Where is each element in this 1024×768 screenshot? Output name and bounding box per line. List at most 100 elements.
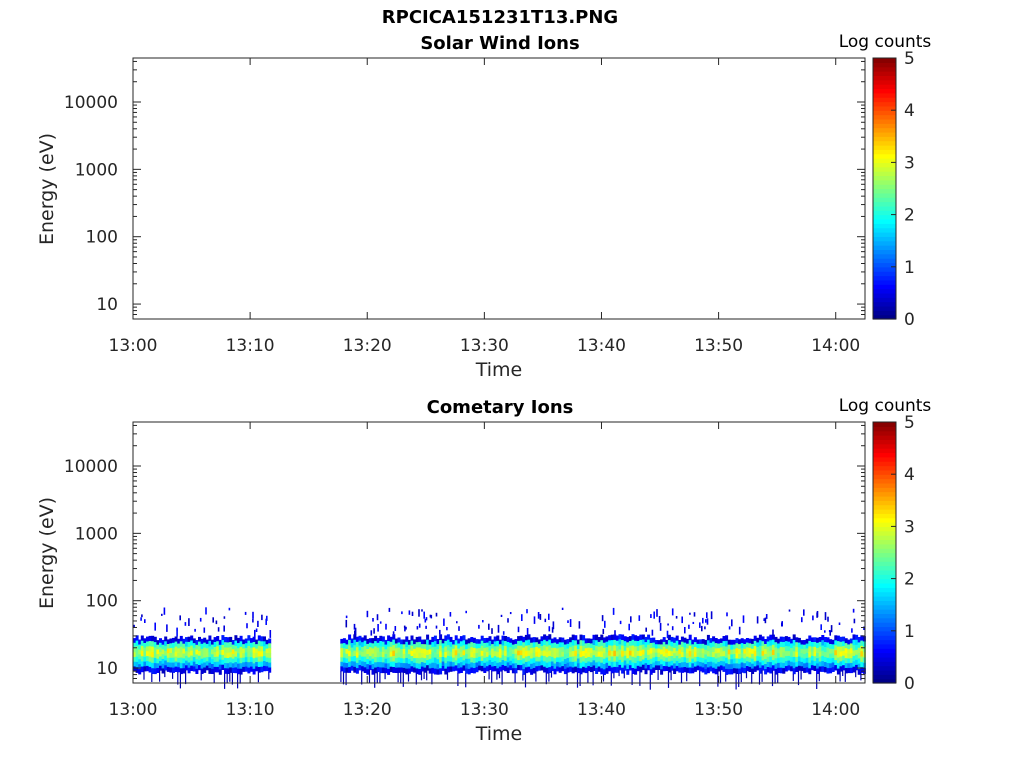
heatmap-cell [239, 657, 243, 664]
heatmap-cell [605, 657, 609, 664]
heatmap-speck [354, 627, 357, 636]
heatmap-cell [670, 646, 674, 652]
heatmap-cell [465, 673, 467, 688]
heatmap-cell [584, 653, 588, 659]
heatmap-cell [592, 645, 596, 651]
heatmap-speck [765, 614, 768, 619]
heatmap-cell [579, 640, 583, 647]
heatmap-cell [849, 658, 853, 664]
heatmap-cell [387, 646, 391, 653]
heatmap-cell [818, 641, 822, 648]
heatmap-cell [244, 661, 248, 667]
heatmap-cell [753, 640, 757, 647]
heatmap-cell [522, 669, 526, 675]
heatmap-cell [647, 639, 651, 646]
heatmap-cell [610, 656, 614, 663]
heatmap-cell [428, 668, 432, 674]
heatmap-cell [374, 646, 378, 653]
heatmap-cell [211, 639, 214, 645]
heatmap-cell [379, 662, 383, 668]
heatmap-cell [602, 669, 606, 675]
heatmap-speck [411, 611, 414, 616]
heatmap-speck [497, 624, 500, 633]
heatmap-cell [709, 661, 713, 667]
heatmap-cell [146, 646, 149, 652]
heatmap-cell [475, 667, 479, 673]
heatmap-cell [470, 637, 474, 643]
heatmap-cell [602, 658, 606, 665]
heatmap-cell [626, 669, 630, 675]
heatmap-cell [415, 657, 419, 664]
colorbar-swatch [873, 249, 896, 255]
heatmap-speck [439, 629, 441, 635]
heatmap-cell [641, 664, 645, 671]
heatmap-cell [748, 657, 752, 663]
heatmap-speck [376, 614, 379, 621]
heatmap-cell [452, 653, 456, 658]
heatmap-cell [446, 639, 450, 646]
heatmap-cell [821, 645, 825, 652]
heatmap-cell [263, 651, 266, 657]
colorbar-swatch [873, 271, 896, 277]
heatmap-speck [394, 626, 397, 631]
heatmap-cell [800, 653, 804, 658]
heatmap-cell [826, 642, 830, 648]
heatmap-cell [488, 669, 490, 680]
heatmap-cell [355, 641, 359, 648]
heatmap-cell [498, 648, 502, 654]
x-tick-label: 13:40 [577, 336, 626, 356]
colorbar-swatch [873, 149, 896, 155]
heatmap-cell [146, 641, 149, 647]
heatmap-cell [831, 662, 835, 668]
heatmap-cell [413, 653, 417, 659]
heatmap-cell [535, 651, 539, 657]
heatmap-cell [478, 648, 482, 653]
heatmap-cell [363, 661, 367, 668]
heatmap-cell [803, 663, 807, 669]
heatmap-cell [813, 656, 817, 662]
heatmap-cell [771, 644, 775, 651]
colorbar-swatch [873, 561, 896, 567]
heatmap-cell [265, 644, 269, 649]
heatmap-cell [535, 661, 539, 667]
heatmap-cell [753, 635, 757, 642]
heatmap-cell [449, 646, 453, 653]
heatmap-cell [756, 651, 760, 657]
heatmap-cell [592, 639, 596, 646]
heatmap-cell [192, 652, 196, 658]
heatmap-cell [730, 664, 734, 670]
heatmap-cell [764, 639, 768, 645]
heatmap-cell [169, 643, 173, 649]
heatmap-cell [639, 639, 643, 646]
heatmap-speck [500, 614, 503, 617]
heatmap-cell [522, 647, 526, 654]
heatmap-cell [571, 651, 575, 657]
heatmap-speck [838, 622, 841, 625]
heatmap-cell [634, 652, 638, 658]
heatmap-cell [527, 639, 531, 646]
heatmap-cell [224, 673, 226, 689]
heatmap-cell [803, 658, 807, 664]
heatmap-speck [488, 623, 490, 630]
heatmap-cell [574, 650, 578, 657]
colorbar-swatch [873, 582, 896, 588]
heatmap-cell [519, 660, 523, 666]
heatmap-cell [618, 654, 622, 661]
heatmap-cell [407, 668, 411, 674]
heatmap-cell [678, 644, 682, 650]
heatmap-cell [714, 648, 718, 654]
heatmap-cell [774, 647, 778, 654]
heatmap-cell [174, 651, 178, 657]
heatmap-cell [842, 665, 846, 671]
heatmap-cell [517, 636, 521, 642]
heatmap-cell [751, 648, 755, 655]
heatmap-cell [602, 674, 605, 682]
heatmap-cell [842, 636, 846, 642]
heatmap-cell [803, 649, 807, 655]
heatmap-cell [623, 636, 627, 642]
heatmap-speck [827, 616, 829, 622]
heatmap-cell [769, 651, 773, 657]
heatmap-cell [857, 653, 861, 659]
heatmap-cell [361, 651, 365, 657]
heatmap-cell [561, 647, 565, 653]
